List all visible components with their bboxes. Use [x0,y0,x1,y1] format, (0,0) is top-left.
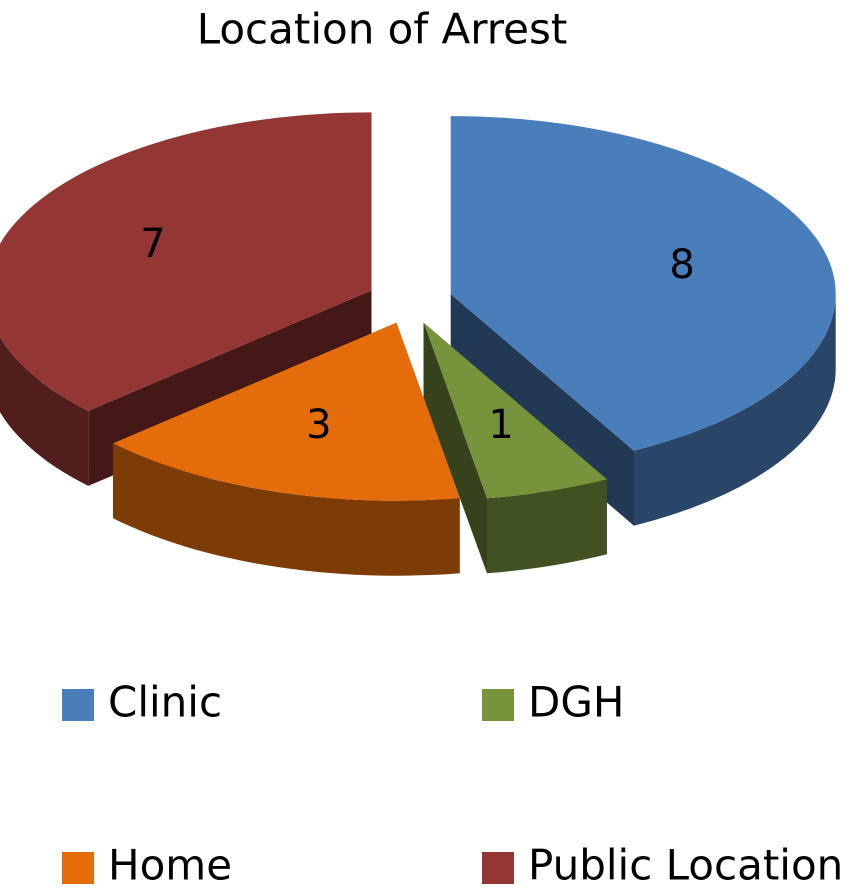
slice-top [0,112,372,411]
slice-wall [0,336,89,486]
legend-label: Public Location [528,841,843,890]
slice-top [450,116,836,451]
slice: 3 [113,322,460,576]
value-label: 7 [140,221,165,267]
value-label: 8 [669,242,694,288]
slice-wall [634,294,836,526]
value-label: 1 [488,402,513,448]
legend-label: Clinic [108,678,222,727]
slice-wall [487,479,607,574]
value-label: 3 [306,402,331,448]
legend-swatch [62,852,94,884]
slice-side [423,322,487,574]
legend-swatch [482,852,514,884]
legend-swatch [62,689,94,721]
legend-label: DGH [528,678,624,727]
legend-swatch [482,689,514,721]
slice-top [113,322,460,501]
slice-top [423,322,607,499]
legend-label: Home [108,841,232,890]
slice: 1 [423,322,607,574]
slice-wall [113,443,460,576]
chart-title: Location of Arrest [197,5,568,54]
